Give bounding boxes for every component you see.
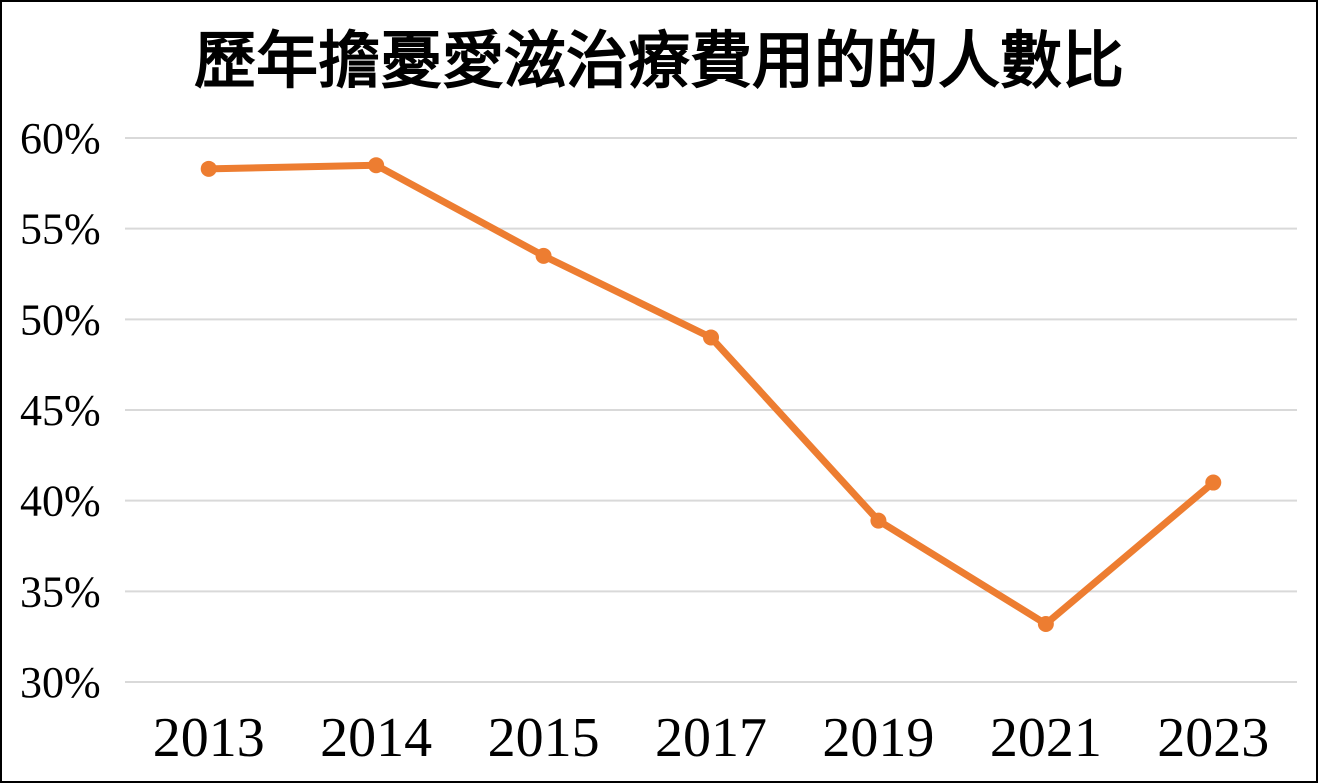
y-axis-tick-label: 55% bbox=[20, 205, 101, 254]
y-axis-tick-label: 45% bbox=[20, 386, 101, 435]
y-axis-tick-label: 60% bbox=[20, 114, 101, 163]
x-axis-tick-label: 2014 bbox=[320, 707, 432, 769]
data-point bbox=[535, 247, 552, 264]
y-axis-tick-labels: 30% 35% 40% 45% 50% 55% 60% bbox=[20, 114, 101, 707]
x-axis-tick-label: 2013 bbox=[153, 707, 265, 769]
data-point bbox=[200, 160, 217, 177]
x-axis-tick-label: 2023 bbox=[1157, 707, 1269, 769]
x-axis-tick-labels: 2013 2014 2015 2017 2019 2021 2023 bbox=[153, 707, 1270, 769]
x-axis-tick-label: 2017 bbox=[655, 707, 767, 769]
y-axis-tick-label: 30% bbox=[20, 658, 101, 707]
x-axis-tick-label: 2019 bbox=[822, 707, 934, 769]
data-point bbox=[368, 157, 385, 174]
x-axis-tick-label: 2021 bbox=[990, 707, 1102, 769]
data-point bbox=[870, 512, 887, 529]
y-axis-tick-label: 35% bbox=[20, 567, 101, 616]
y-axis-tick-label: 40% bbox=[20, 477, 101, 526]
data-point bbox=[703, 329, 719, 346]
series-line bbox=[205, 161, 1217, 628]
x-axis-tick-label: 2015 bbox=[488, 707, 600, 769]
y-axis-tick-label: 50% bbox=[20, 295, 101, 344]
data-point bbox=[1205, 474, 1222, 491]
data-series bbox=[200, 157, 1222, 632]
data-point bbox=[1037, 615, 1054, 632]
chart-title: 歷年擔憂愛滋治療費用的的人數比 bbox=[193, 28, 1124, 96]
gridlines bbox=[125, 137, 1297, 683]
